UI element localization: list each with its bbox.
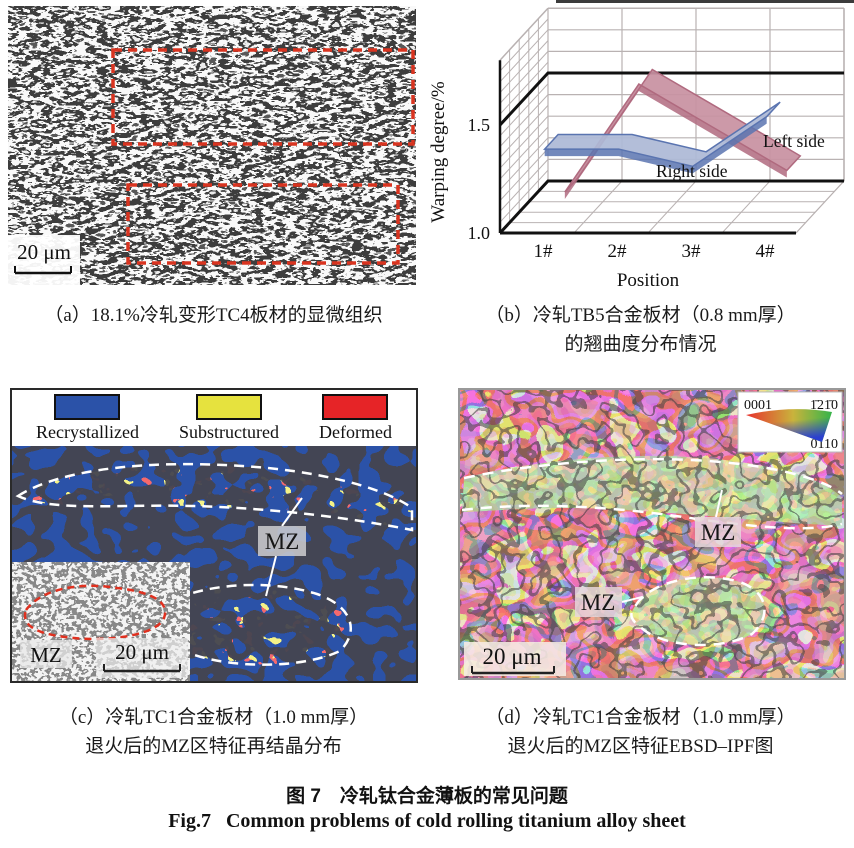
scale-bar-a: 20 μm <box>8 235 80 285</box>
grid-leftwall-horizontal <box>499 105 549 158</box>
legend-label-deformed: Deformed <box>318 421 392 442</box>
caption-a-text: （a）18.1%冷轧变形TC4板材的显微组织 <box>44 305 383 326</box>
scale-bar-d-text: 20 μm <box>483 644 542 669</box>
grid-leftwall-horizontal <box>499 159 549 212</box>
panel-c-recrystallization-map: Recrystallized Substructured Deformed <box>10 388 418 683</box>
y-tick-label: 1.5 <box>468 115 491 135</box>
mz-pointer-upper <box>715 489 723 518</box>
crop-artifact-strip <box>556 0 854 3</box>
caption-c-line2: 退火后的MZ区特征再结晶分布 <box>85 736 342 758</box>
mz-pointer-line-up <box>281 497 303 527</box>
grid-leftwall-horizontal <box>499 169 549 223</box>
figure-title-zh: 图 7 冷轧钛合金薄板的常见问题 <box>286 786 568 807</box>
caption-b-line1: （b）冷轧TB5合金板材（0.8 mm厚） <box>485 305 796 326</box>
ipf-label-0001: 0001 <box>744 398 772 413</box>
series-label-left-side: Left side <box>763 131 825 151</box>
red-dashed-roi-1 <box>111 48 415 146</box>
scale-bar-a-text: 20 μm <box>17 240 71 264</box>
warping-degree-chart: 1.01.51# 2# 3# 4#Warping degree/% Position … <box>430 0 854 291</box>
inset-mz-label: MZ <box>30 643 62 667</box>
y-tick-label: 1.0 <box>468 223 491 243</box>
caption-c-line1: （c）冷轧TC1合金板材（1.0 mm厚） <box>58 707 369 728</box>
inset-scale-bar-text: 20 μm <box>115 640 169 664</box>
major-gridline <box>498 179 844 235</box>
y-axis-title: Warping degree/% <box>430 81 449 223</box>
x-category-label: 2# <box>608 241 628 262</box>
ribbon-side-right-side <box>544 116 767 174</box>
mz-label-c-text: MZ <box>265 529 300 554</box>
x-category-label: 3# <box>682 241 702 262</box>
panel-c-map: MZ MZ 20 μm <box>11 446 416 682</box>
figure-title-en: Fig.7 Common problems of cold rolling ti… <box>168 810 686 832</box>
mz-band-outline-lower <box>461 504 843 530</box>
mz-label-d-upper: MZ <box>695 517 741 547</box>
legend-label-recrystallized: Recrystallized <box>36 421 139 442</box>
legend-item-substructured: Substructured <box>178 393 279 443</box>
caption-d-line1: （d）冷轧TC1合金板材（1.0 mm厚） <box>485 707 796 728</box>
grid-floor-slot <box>721 180 771 234</box>
grid-leftwall-horizontal <box>499 18 549 72</box>
caption-d-line2: 退火后的MZ区特征EBSD–IPF图 <box>507 736 774 758</box>
legend-label-substructured: Substructured <box>178 421 279 442</box>
ipf-color-key: 0001 1̄21̄0 0110 <box>737 391 843 453</box>
grid-floor-slot <box>573 180 623 234</box>
inset-micrograph: MZ 20 μm <box>11 561 191 682</box>
ipf-label-1210: 1̄21̄0 <box>810 398 838 413</box>
mz-band-2-outline <box>155 583 352 666</box>
grid-floor-slot <box>647 180 697 234</box>
caption-c: （c）冷轧TC1合金板材（1.0 mm厚） 退火后的MZ区特征再结晶分布 <box>0 703 427 762</box>
ipf-triangle-blue-overlay <box>746 409 832 442</box>
grid-leftwall-horizontal <box>499 83 549 137</box>
panel-d-map: MZ MZ 0001 1̄21̄0 0110 20 μm <box>460 390 844 678</box>
grid-leftwall-horizontal <box>499 115 549 169</box>
ipf-label-0110: 0110 <box>811 437 838 452</box>
mz-pointer-line-down <box>265 555 277 597</box>
panel-a-micrograph: 20 μm <box>8 6 416 285</box>
mz-band-1-outline <box>15 462 414 532</box>
scale-bar-d: 20 μm <box>464 642 566 676</box>
panel-c-legend: Recrystallized Substructured Deformed <box>12 390 416 446</box>
legend-swatch-substructured <box>195 393 262 420</box>
mz-ellipse-outline <box>630 576 766 647</box>
caption-b-line2: 的翘曲度分布情况 <box>564 334 717 356</box>
caption-a: （a）18.1%冷轧变形TC4板材的显微组织 <box>0 301 427 330</box>
mz-label-d-upper-text: MZ <box>701 520 736 545</box>
grid-leftwall-horizontal <box>499 94 549 147</box>
grid-leftwall-horizontal <box>499 61 549 115</box>
major-gridline <box>498 71 844 127</box>
x-category-label: 1# <box>534 241 554 262</box>
legend-item-recrystallized: Recrystallized <box>36 393 139 443</box>
frame-floor-right <box>795 180 845 234</box>
caption-b: （b）冷轧TB5合金板材（0.8 mm厚） 的翘曲度分布情况 <box>427 301 854 360</box>
legend-swatch-deformed <box>322 393 389 420</box>
grid-leftwall-horizontal <box>499 29 549 83</box>
series-label-right-side: Right side <box>656 161 728 181</box>
grid-leftwall-horizontal <box>499 40 549 93</box>
mz-label-d-lower-text: MZ <box>581 590 616 615</box>
mz-pointer-lower <box>621 596 643 603</box>
legend-swatch-recrystallized <box>54 393 121 420</box>
mz-label-d-lower: MZ <box>575 587 622 617</box>
grid-leftwall-horizontal <box>499 148 549 201</box>
caption-d: （d）冷轧TC1合金板材（1.0 mm厚） 退火后的MZ区特征EBSD–IPF图 <box>427 703 854 762</box>
panel-d-ebsd-ipf-map: MZ MZ 0001 1̄21̄0 0110 20 μm <box>458 388 846 680</box>
x-category-label: 4# <box>756 241 776 262</box>
grid-leftwall-horizontal <box>499 137 549 191</box>
legend-item-deformed: Deformed <box>318 393 392 443</box>
x-axis-title: Position <box>617 270 680 291</box>
inset-mz-outline <box>23 584 167 641</box>
grid-leftwall-horizontal <box>499 51 549 104</box>
inset-scale-bar: 20 μm <box>96 638 188 678</box>
mz-label-c: MZ <box>258 526 306 556</box>
mz-band-outline-upper <box>463 457 843 495</box>
frame-leftwall-top <box>499 7 549 61</box>
grid-leftwall-horizontal <box>499 126 549 180</box>
red-dashed-roi-2 <box>126 183 400 265</box>
ribbon-top-right-side <box>542 101 781 168</box>
